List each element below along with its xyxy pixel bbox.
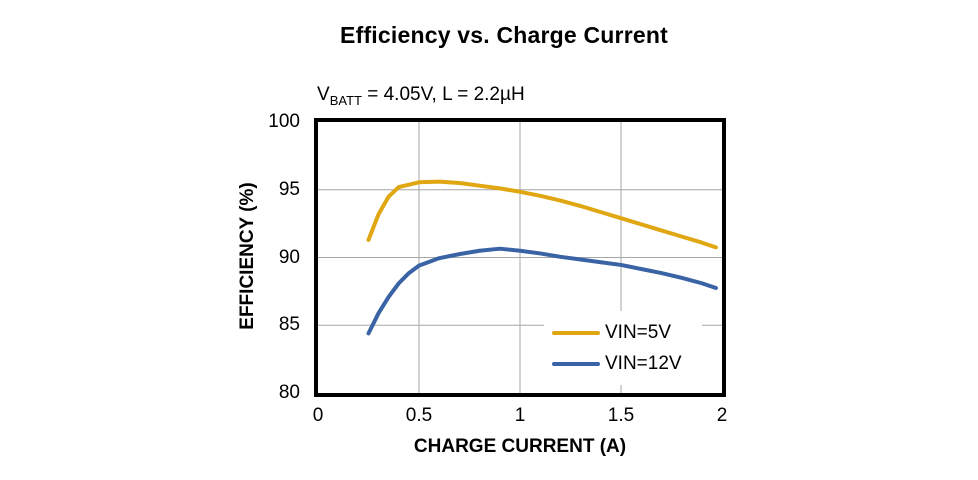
plot-area: [314, 118, 726, 397]
y-tick-label-80: 80: [278, 382, 300, 403]
series-line-vin-12v: [366, 246, 718, 336]
legend-label: VIN=5V: [605, 321, 672, 343]
chart-subtitle: VBATT = 4.05V, L = 2.2µH: [317, 84, 525, 108]
y-tick-label-100: 100: [268, 111, 300, 132]
series-line-vin-5v: [366, 179, 718, 250]
subtitle-subscript: BATT: [329, 92, 362, 108]
x-tick-label-1: 1: [514, 405, 526, 426]
legend-label: VIN=12V: [605, 352, 682, 374]
subtitle-v: V: [317, 84, 330, 105]
y-tick-label-95: 95: [278, 178, 300, 200]
x-tick-label-0: 0: [312, 405, 324, 426]
y-tick-label-90: 90: [278, 246, 300, 268]
legend-swatch-icon: [552, 361, 600, 366]
legend-item-vin-5v: VIN=5V: [552, 317, 702, 348]
x-tick-label-2: 2: [716, 405, 728, 426]
plot-frame: [314, 118, 726, 397]
y-tick-label-85: 85: [278, 314, 300, 336]
chart-title: Efficiency vs. Charge Current: [340, 22, 668, 48]
x-tick-label-0.5: 0.5: [405, 405, 433, 426]
legend-item-vin-12v: VIN=12V: [552, 348, 702, 379]
legend-swatch-icon: [552, 330, 600, 335]
subtitle-conditions: = 4.05V, L = 2.2µH: [361, 84, 525, 105]
x-tick-label-1.5: 1.5: [607, 405, 635, 426]
chart-legend: VIN=5V VIN=12V: [544, 311, 702, 385]
x-axis-title: CHARGE CURRENT (A): [413, 436, 627, 457]
